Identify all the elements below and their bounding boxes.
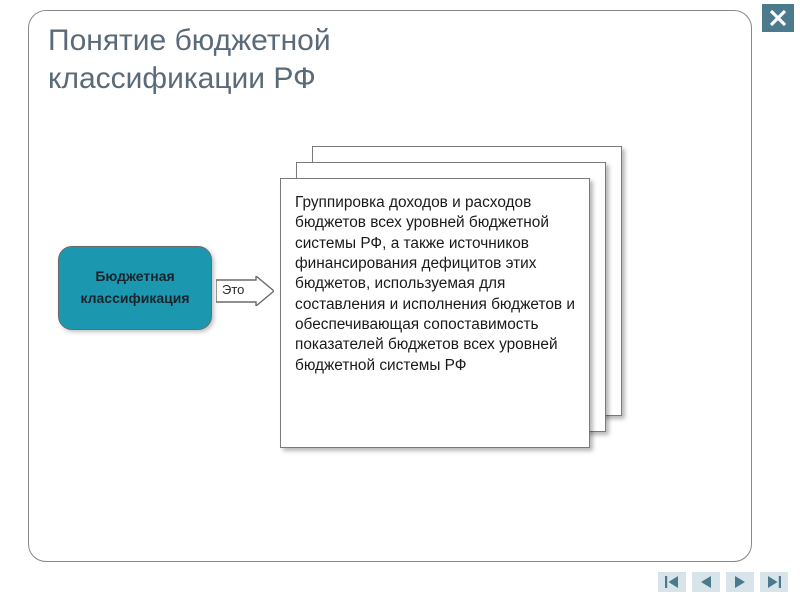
caret-right-icon xyxy=(734,576,746,588)
arrow-label: Это xyxy=(222,282,244,297)
definition-text: Группировка доходов и расходов бюджетов … xyxy=(295,193,575,376)
close-icon xyxy=(768,8,788,28)
nav-first-button[interactable] xyxy=(658,572,686,592)
nav-last-button[interactable] xyxy=(760,572,788,592)
slide-nav xyxy=(658,572,788,592)
nav-next-button[interactable] xyxy=(726,572,754,592)
caret-left-icon xyxy=(700,576,712,588)
slide-title: Понятие бюджетной классификации РФ xyxy=(48,22,518,97)
definition-arrow: Это xyxy=(216,276,274,306)
skip-back-icon xyxy=(665,576,679,588)
nav-prev-button[interactable] xyxy=(692,572,720,592)
concept-badge-label: Бюджетная классификация xyxy=(67,266,203,309)
stack-card-front: Группировка доходов и расходов бюджетов … xyxy=(280,178,590,448)
concept-badge: Бюджетная классификация xyxy=(58,246,212,330)
close-button[interactable] xyxy=(762,4,794,32)
definition-card-stack: Группировка доходов и расходов бюджетов … xyxy=(280,146,630,456)
skip-forward-icon xyxy=(767,576,781,588)
